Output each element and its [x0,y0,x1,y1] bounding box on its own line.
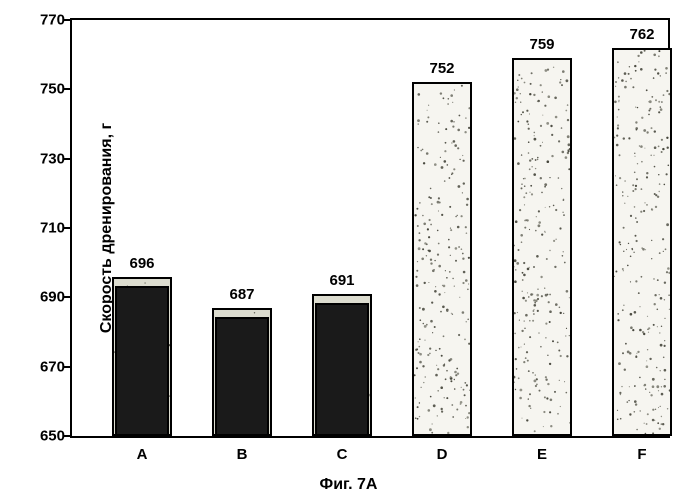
x-tick-label: E [537,446,547,463]
bar-value-label: 696 [129,255,154,272]
x-tick-label: C [337,446,348,463]
y-tick-label: 670 [40,358,65,375]
bar-texture [614,50,670,434]
y-tick-label: 750 [40,81,65,98]
bar-value-label: 691 [329,272,354,289]
y-tick-label: 770 [40,12,65,29]
x-tick-label: F [637,446,646,463]
chart-container: Скорость дренирования, г Фиг. 7А 6506706… [0,0,697,500]
plot-area [70,18,670,438]
bar-fill [315,303,369,436]
bar-value-label: 687 [229,286,254,303]
x-tick-label: B [237,446,248,463]
bar-fill [215,317,269,436]
y-tick-mark [64,88,70,90]
y-tick-mark [64,366,70,368]
bar-value-label: 762 [629,26,654,43]
x-tick-label: D [437,446,448,463]
bar-texture [414,84,470,434]
y-tick-label: 690 [40,289,65,306]
y-tick-label: 730 [40,150,65,167]
y-tick-label: 710 [40,220,65,237]
bar [612,48,672,436]
bar-value-label: 759 [529,36,554,53]
y-tick-mark [64,435,70,437]
bar-fill [115,286,169,436]
y-tick-mark [64,296,70,298]
figure-caption: Фиг. 7А [0,476,697,494]
bar [412,82,472,436]
y-tick-mark [64,227,70,229]
bar-value-label: 752 [429,60,454,77]
y-tick-label: 650 [40,428,65,445]
x-tick-label: A [137,446,148,463]
y-tick-mark [64,19,70,21]
bar-texture [514,60,570,434]
bar [512,58,572,436]
y-tick-mark [64,158,70,160]
